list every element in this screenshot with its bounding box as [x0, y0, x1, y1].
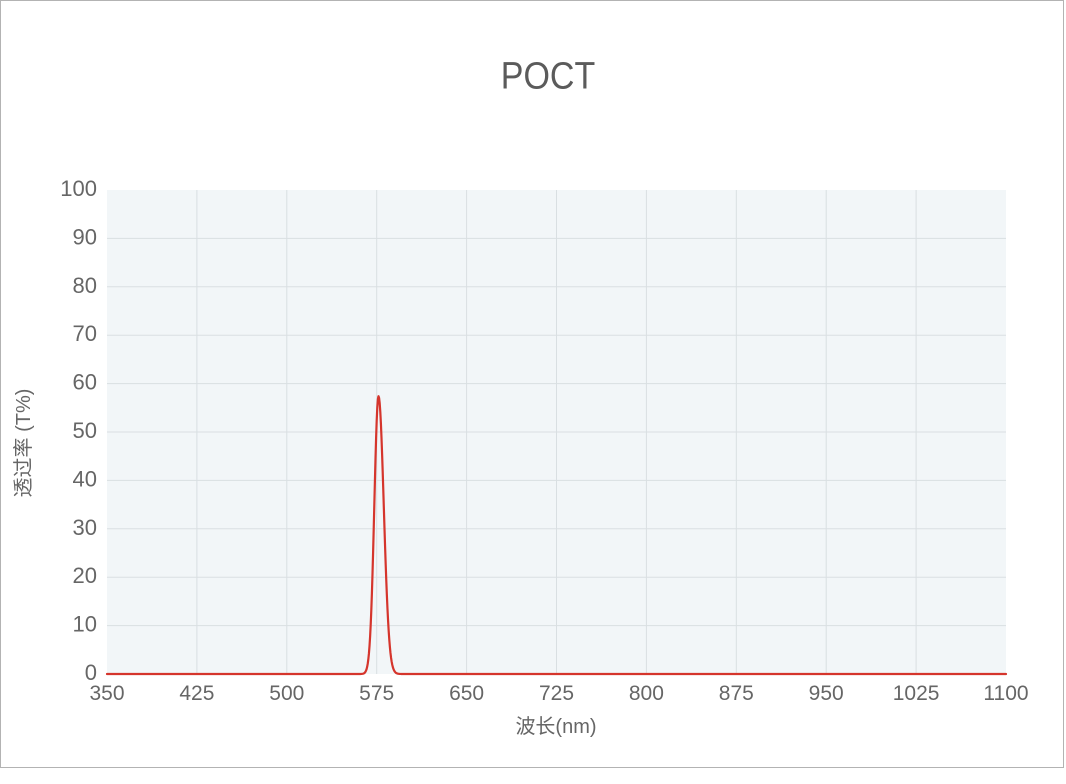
svg-text:875: 875: [719, 682, 754, 705]
svg-text:90: 90: [73, 224, 97, 249]
svg-text:40: 40: [73, 466, 97, 491]
svg-text:70: 70: [73, 321, 97, 346]
svg-text:60: 60: [73, 370, 97, 395]
svg-text:1100: 1100: [983, 682, 1028, 705]
svg-text:725: 725: [539, 682, 574, 705]
svg-text:20: 20: [73, 563, 97, 588]
svg-text:10: 10: [73, 612, 97, 637]
svg-text:1025: 1025: [893, 682, 940, 705]
svg-text:425: 425: [179, 682, 214, 705]
svg-text:30: 30: [73, 515, 97, 540]
svg-text:100: 100: [60, 176, 97, 201]
svg-text:50: 50: [73, 418, 97, 443]
svg-text:350: 350: [89, 682, 124, 705]
svg-text:透过率 (T%): 透过率 (T%): [12, 389, 35, 498]
svg-text:575: 575: [359, 682, 394, 705]
svg-text:500: 500: [269, 682, 304, 705]
svg-text:波长(nm): 波长(nm): [515, 715, 596, 738]
svg-text:80: 80: [73, 273, 97, 298]
svg-text:650: 650: [449, 682, 484, 705]
svg-text:950: 950: [809, 682, 844, 705]
svg-text:800: 800: [629, 682, 664, 705]
